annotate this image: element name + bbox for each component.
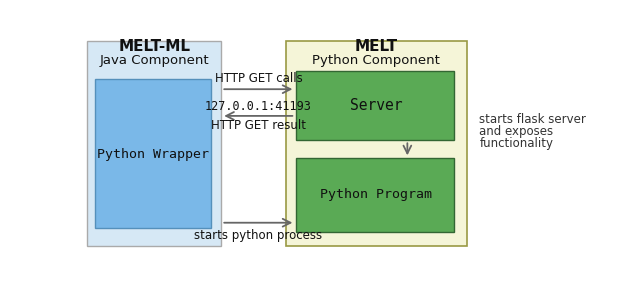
Text: Python Wrapper: Python Wrapper [97,148,209,161]
Text: 127.0.0.1:41193: 127.0.0.1:41193 [205,100,312,113]
Text: MELT-ML: MELT-ML [118,39,191,54]
Text: HTTP GET result: HTTP GET result [211,119,306,132]
Text: MELT: MELT [355,39,397,54]
FancyBboxPatch shape [296,158,454,231]
Text: starts flask server: starts flask server [479,113,586,126]
FancyBboxPatch shape [296,71,454,140]
Text: HTTP GET calls: HTTP GET calls [214,72,303,85]
Text: starts python process: starts python process [195,229,323,242]
Text: and exposes: and exposes [479,125,554,138]
FancyBboxPatch shape [286,41,467,246]
Text: Server: Server [350,98,403,113]
FancyBboxPatch shape [88,41,221,246]
Text: Java Component: Java Component [100,54,209,67]
Text: Python Component: Python Component [312,54,440,67]
Text: functionality: functionality [479,137,553,150]
Text: Python Program: Python Program [320,188,432,201]
FancyBboxPatch shape [95,79,211,228]
